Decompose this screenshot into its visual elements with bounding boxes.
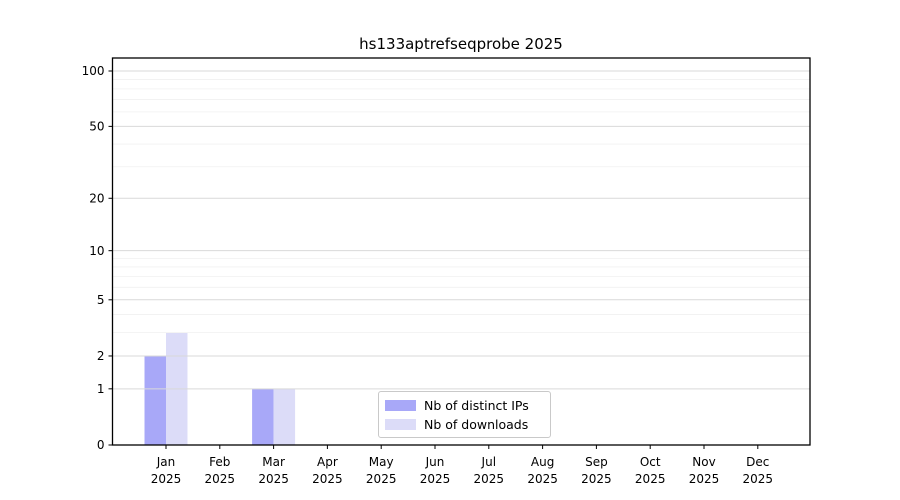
x-tick-label-year: 2025 (581, 472, 612, 486)
legend-item-distinct-ips: Nb of distinct IPs (385, 397, 544, 413)
y-tick-label: 10 (89, 244, 104, 258)
y-tick-label: 2 (97, 349, 105, 363)
bar-nb-of-downloads (273, 388, 296, 445)
x-tick-label-year: 2025 (474, 472, 505, 486)
y-tick-label: 5 (97, 293, 105, 307)
x-tick-label-year: 2025 (205, 472, 236, 486)
legend-label-downloads: Nb of downloads (424, 416, 529, 432)
x-tick-label-month: Sep (585, 455, 608, 469)
y-tick-label: 0 (97, 438, 105, 452)
chart-title: hs133aptrefseqprobe 2025 (359, 35, 563, 53)
x-tick-label-month: Apr (317, 455, 338, 469)
x-tick-label-month: Dec (746, 455, 769, 469)
legend-label-distinct-ips: Nb of distinct IPs (424, 397, 529, 413)
x-tick-label-year: 2025 (743, 472, 774, 486)
x-tick-label-year: 2025 (151, 472, 182, 486)
legend: Nb of distinct IPs Nb of downloads (378, 391, 551, 438)
x-tick-label-year: 2025 (366, 472, 397, 486)
x-tick-label-month: Mar (262, 455, 285, 469)
x-tick-label-month: Nov (692, 455, 715, 469)
axes-frame (111, 57, 811, 446)
x-tick-label-month: Jul (481, 455, 496, 469)
legend-swatch-downloads (385, 418, 416, 430)
x-tick-label-month: Oct (640, 455, 661, 469)
bar-nb-of-distinct-ips (144, 355, 166, 445)
bar-nb-of-distinct-ips (252, 388, 274, 445)
legend-swatch-distinct-ips (385, 399, 416, 411)
x-tick-label-year: 2025 (312, 472, 343, 486)
x-tick-label-month: Aug (531, 455, 554, 469)
y-tick-label: 20 (89, 191, 104, 205)
legend-item-downloads: Nb of downloads (385, 416, 544, 432)
y-tick-label: 100 (82, 64, 105, 78)
x-tick-label-year: 2025 (527, 472, 558, 486)
y-tick-label: 1 (97, 382, 105, 396)
x-tick-label-month: Jan (156, 455, 176, 469)
x-tick-label-month: May (369, 455, 394, 469)
x-tick-label-year: 2025 (689, 472, 720, 486)
x-tick-label-month: Feb (209, 455, 230, 469)
x-tick-label-year: 2025 (635, 472, 666, 486)
x-tick-label-year: 2025 (258, 472, 289, 486)
y-tick-label: 50 (89, 120, 104, 134)
x-tick-label-month: Jun (425, 455, 445, 469)
x-tick-label-year: 2025 (420, 472, 451, 486)
